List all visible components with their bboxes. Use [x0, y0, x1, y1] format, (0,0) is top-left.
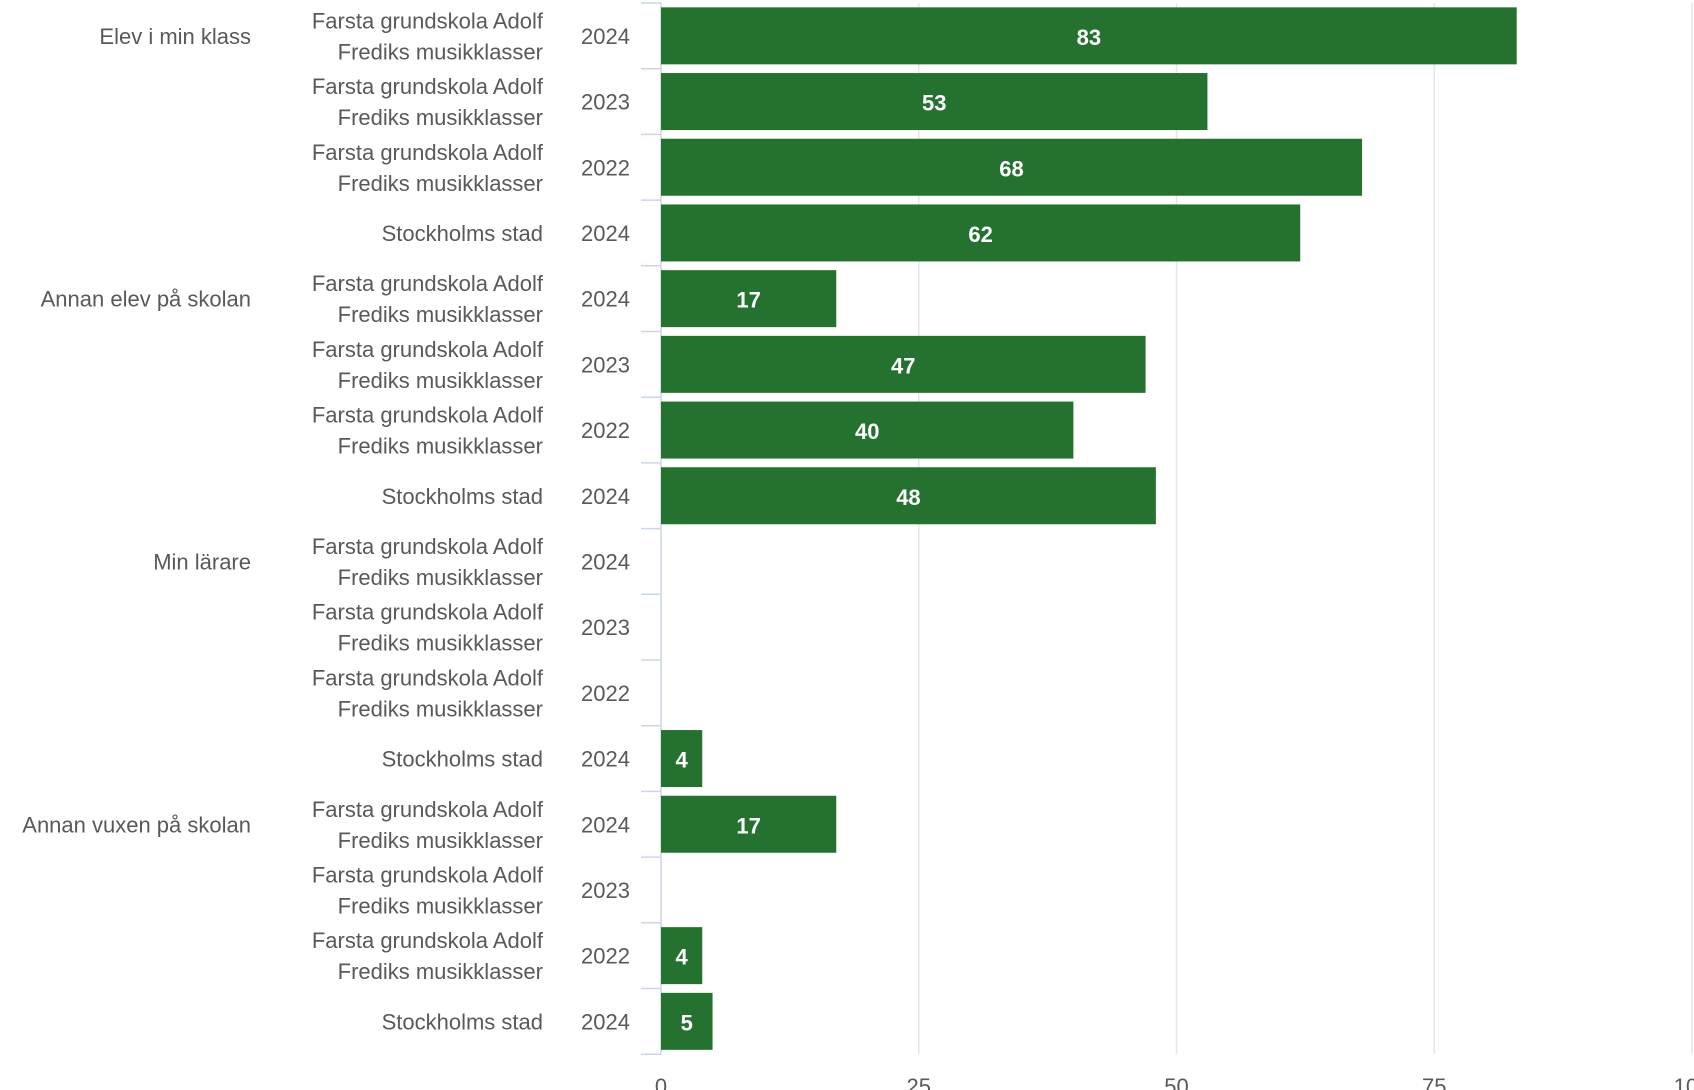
bar[interactable]: [661, 401, 1074, 459]
source-label: Frediks musikklasser: [338, 302, 543, 327]
source-label: Frediks musikklasser: [338, 105, 543, 130]
x-tick-label: 50: [1164, 1074, 1188, 1090]
source-label: Frediks musikklasser: [338, 828, 543, 853]
bar[interactable]: [661, 7, 1517, 65]
bar-value-label: 17: [736, 288, 760, 313]
source-label: Farsta grundskola Adolf: [312, 600, 544, 625]
category-ticks: [641, 2, 662, 1055]
bar-value-label: 68: [999, 156, 1023, 181]
source-label: Farsta grundskola Adolf: [312, 862, 544, 887]
source-label: Farsta grundskola Adolf: [312, 797, 544, 822]
source-label: Farsta grundskola Adolf: [312, 8, 544, 33]
source-label: Farsta grundskola Adolf: [312, 271, 544, 296]
year-label: 2024: [581, 287, 630, 312]
bar-value-label: 17: [736, 813, 760, 838]
year-label: 2022: [581, 155, 630, 180]
bar[interactable]: [661, 992, 713, 1050]
year-label: 2024: [581, 1009, 630, 1034]
bar-value-label: 83: [1077, 25, 1101, 50]
bar-value-label: 53: [922, 91, 946, 116]
bar[interactable]: [661, 730, 703, 788]
bar[interactable]: [661, 138, 1363, 196]
bar-value-label: 48: [896, 485, 920, 510]
source-label: Farsta grundskola Adolf: [312, 665, 544, 690]
source-label: Farsta grundskola Adolf: [312, 140, 544, 165]
year-label: 2024: [581, 747, 630, 772]
x-tick-label: 75: [1422, 1074, 1446, 1090]
bar-value-label: 47: [891, 353, 915, 378]
bar[interactable]: [661, 467, 1156, 525]
source-label: Frediks musikklasser: [338, 565, 543, 590]
source-label: Frediks musikklasser: [338, 959, 543, 984]
bar[interactable]: [661, 204, 1301, 262]
year-label: 2024: [581, 24, 630, 49]
bars: 83 53 68 62 17 47 40 48 4 17 4 5: [661, 7, 1517, 1050]
year-label: 2024: [581, 812, 630, 837]
bar-value-label: 62: [968, 222, 992, 247]
source-label: Frediks musikklasser: [338, 893, 543, 918]
bar-value-label: 4: [675, 748, 688, 773]
source-label: Farsta grundskola Adolf: [312, 403, 544, 428]
source-label: Stockholms stad: [382, 747, 543, 772]
year-label: 2022: [581, 418, 630, 443]
group-label: Annan elev på skolan: [41, 287, 251, 312]
year-label: 2024: [581, 549, 630, 574]
year-label: 2023: [581, 90, 630, 115]
source-label: Frediks musikklasser: [338, 39, 543, 64]
bar[interactable]: [661, 335, 1146, 393]
source-label: Stockholms stad: [382, 484, 543, 509]
category-labels: 2024 Farsta grundskola Adolf Frediks musik…: [22, 8, 630, 1034]
bar-value-label: 5: [681, 1010, 693, 1035]
bar-value-label: 40: [855, 419, 879, 444]
source-label: Frediks musikklasser: [338, 368, 543, 393]
year-label: 2023: [581, 878, 630, 903]
bar[interactable]: [661, 270, 837, 328]
group-label: Min lärare: [153, 549, 251, 574]
source-label: Farsta grundskola Adolf: [312, 337, 544, 362]
source-label: Frediks musikklasser: [338, 696, 543, 721]
year-label: 2024: [581, 221, 630, 246]
source-label: Stockholms stad: [382, 1009, 543, 1034]
source-label: Farsta grundskola Adolf: [312, 534, 544, 559]
group-label: Annan vuxen på skolan: [22, 812, 251, 837]
bar[interactable]: [661, 795, 837, 853]
x-tick-label: 25: [907, 1074, 931, 1090]
year-label: 2022: [581, 681, 630, 706]
source-label: Stockholms stad: [382, 221, 543, 246]
x-tick-label: 0: [655, 1074, 667, 1090]
bar-value-label: 4: [675, 945, 688, 970]
x-axis: 0 25 50 75 100: [655, 1074, 1694, 1090]
year-label: 2024: [581, 484, 630, 509]
year-label: 2023: [581, 352, 630, 377]
source-label: Frediks musikklasser: [338, 631, 543, 656]
year-label: 2022: [581, 944, 630, 969]
group-label: Elev i min klass: [99, 24, 251, 49]
bar[interactable]: [661, 927, 703, 985]
bar[interactable]: [661, 73, 1208, 131]
source-label: Frediks musikklasser: [338, 434, 543, 459]
x-tick-label: 100: [1674, 1074, 1694, 1090]
source-label: Farsta grundskola Adolf: [312, 74, 544, 99]
year-label: 2023: [581, 615, 630, 640]
source-label: Farsta grundskola Adolf: [312, 928, 544, 953]
source-label: Frediks musikklasser: [338, 171, 543, 196]
